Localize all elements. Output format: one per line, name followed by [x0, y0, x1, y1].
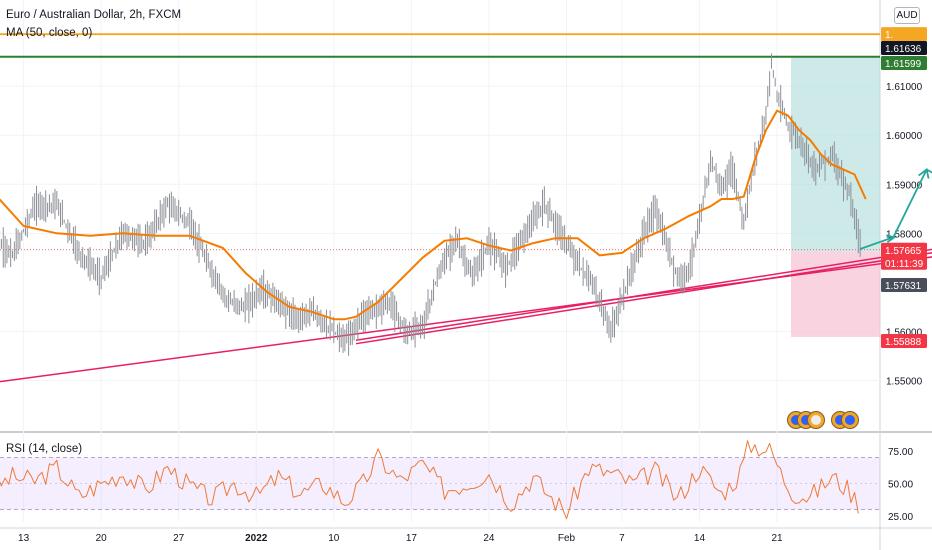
- profit-zone: [791, 56, 880, 252]
- trendline: [0, 256, 932, 383]
- y-tick-label: 1.56000: [886, 327, 923, 338]
- projection-arrow: [859, 168, 932, 250]
- entry-price-badge-text: 1.57631: [885, 281, 922, 292]
- target-price-badge: [881, 56, 927, 70]
- last-price-badge: [881, 242, 927, 257]
- ma-indicator-label[interactable]: MA (50, close, 0): [6, 27, 93, 39]
- rsi-tick-label: 50.00: [888, 480, 913, 491]
- indicator-icons[interactable]: [786, 410, 862, 430]
- rsi-tick-label: 25.00: [888, 512, 913, 523]
- stop-price-badge-text: 1.55888: [885, 337, 922, 348]
- x-tick-label: 10: [328, 533, 340, 544]
- x-tick-label: 17: [406, 533, 418, 544]
- projection-arrowhead: [886, 234, 897, 243]
- countdown-badge-text: 01:11:39: [885, 259, 924, 270]
- y-tick-label: 1.60000: [886, 131, 923, 142]
- y-tick-label: 1.58000: [886, 229, 923, 240]
- price-candles: [0, 53, 861, 356]
- stop-price-badge: [881, 334, 927, 348]
- resistance-price-badge-text: 1.: [885, 30, 893, 41]
- x-tick-label: 2022: [245, 533, 268, 544]
- currency-selector[interactable]: AUD: [894, 7, 920, 24]
- y-tick-label: 1.55000: [886, 376, 923, 387]
- rsi-indicator-label[interactable]: RSI (14, close): [6, 443, 83, 455]
- coin-icon: [787, 411, 859, 429]
- y-tick-label: 1.61000: [886, 82, 923, 93]
- symbol-title[interactable]: Euro / Australian Dollar, 2h, FXCM: [6, 9, 182, 21]
- rsi-tick-label: 75.00: [888, 447, 913, 458]
- ma-line: [0, 109, 867, 321]
- high-price-badge: [881, 41, 927, 55]
- countdown-badge: [881, 255, 927, 270]
- x-tick-label: Feb: [558, 533, 576, 544]
- last-price-badge-text: 1.57665: [885, 246, 922, 257]
- y-tick-label: 1.59000: [886, 180, 923, 191]
- trendline: [355, 252, 932, 345]
- rsi-line: [0, 440, 859, 520]
- x-tick-label: 21: [771, 533, 783, 544]
- x-tick-label: 27: [173, 533, 185, 544]
- projection-arrowhead: [918, 168, 930, 179]
- x-tick-label: 14: [694, 533, 706, 544]
- x-tick-label: 24: [483, 533, 495, 544]
- x-tick-label: 20: [96, 533, 108, 544]
- x-tick-label: 7: [619, 533, 625, 544]
- high-price-badge-text: 1.61636: [885, 44, 922, 55]
- target-price-badge-text: 1.61599: [885, 59, 922, 70]
- trendline: [355, 248, 932, 341]
- resistance-price-badge: [881, 27, 927, 42]
- x-tick-label: 13: [18, 533, 30, 544]
- entry-price-badge: [881, 278, 927, 292]
